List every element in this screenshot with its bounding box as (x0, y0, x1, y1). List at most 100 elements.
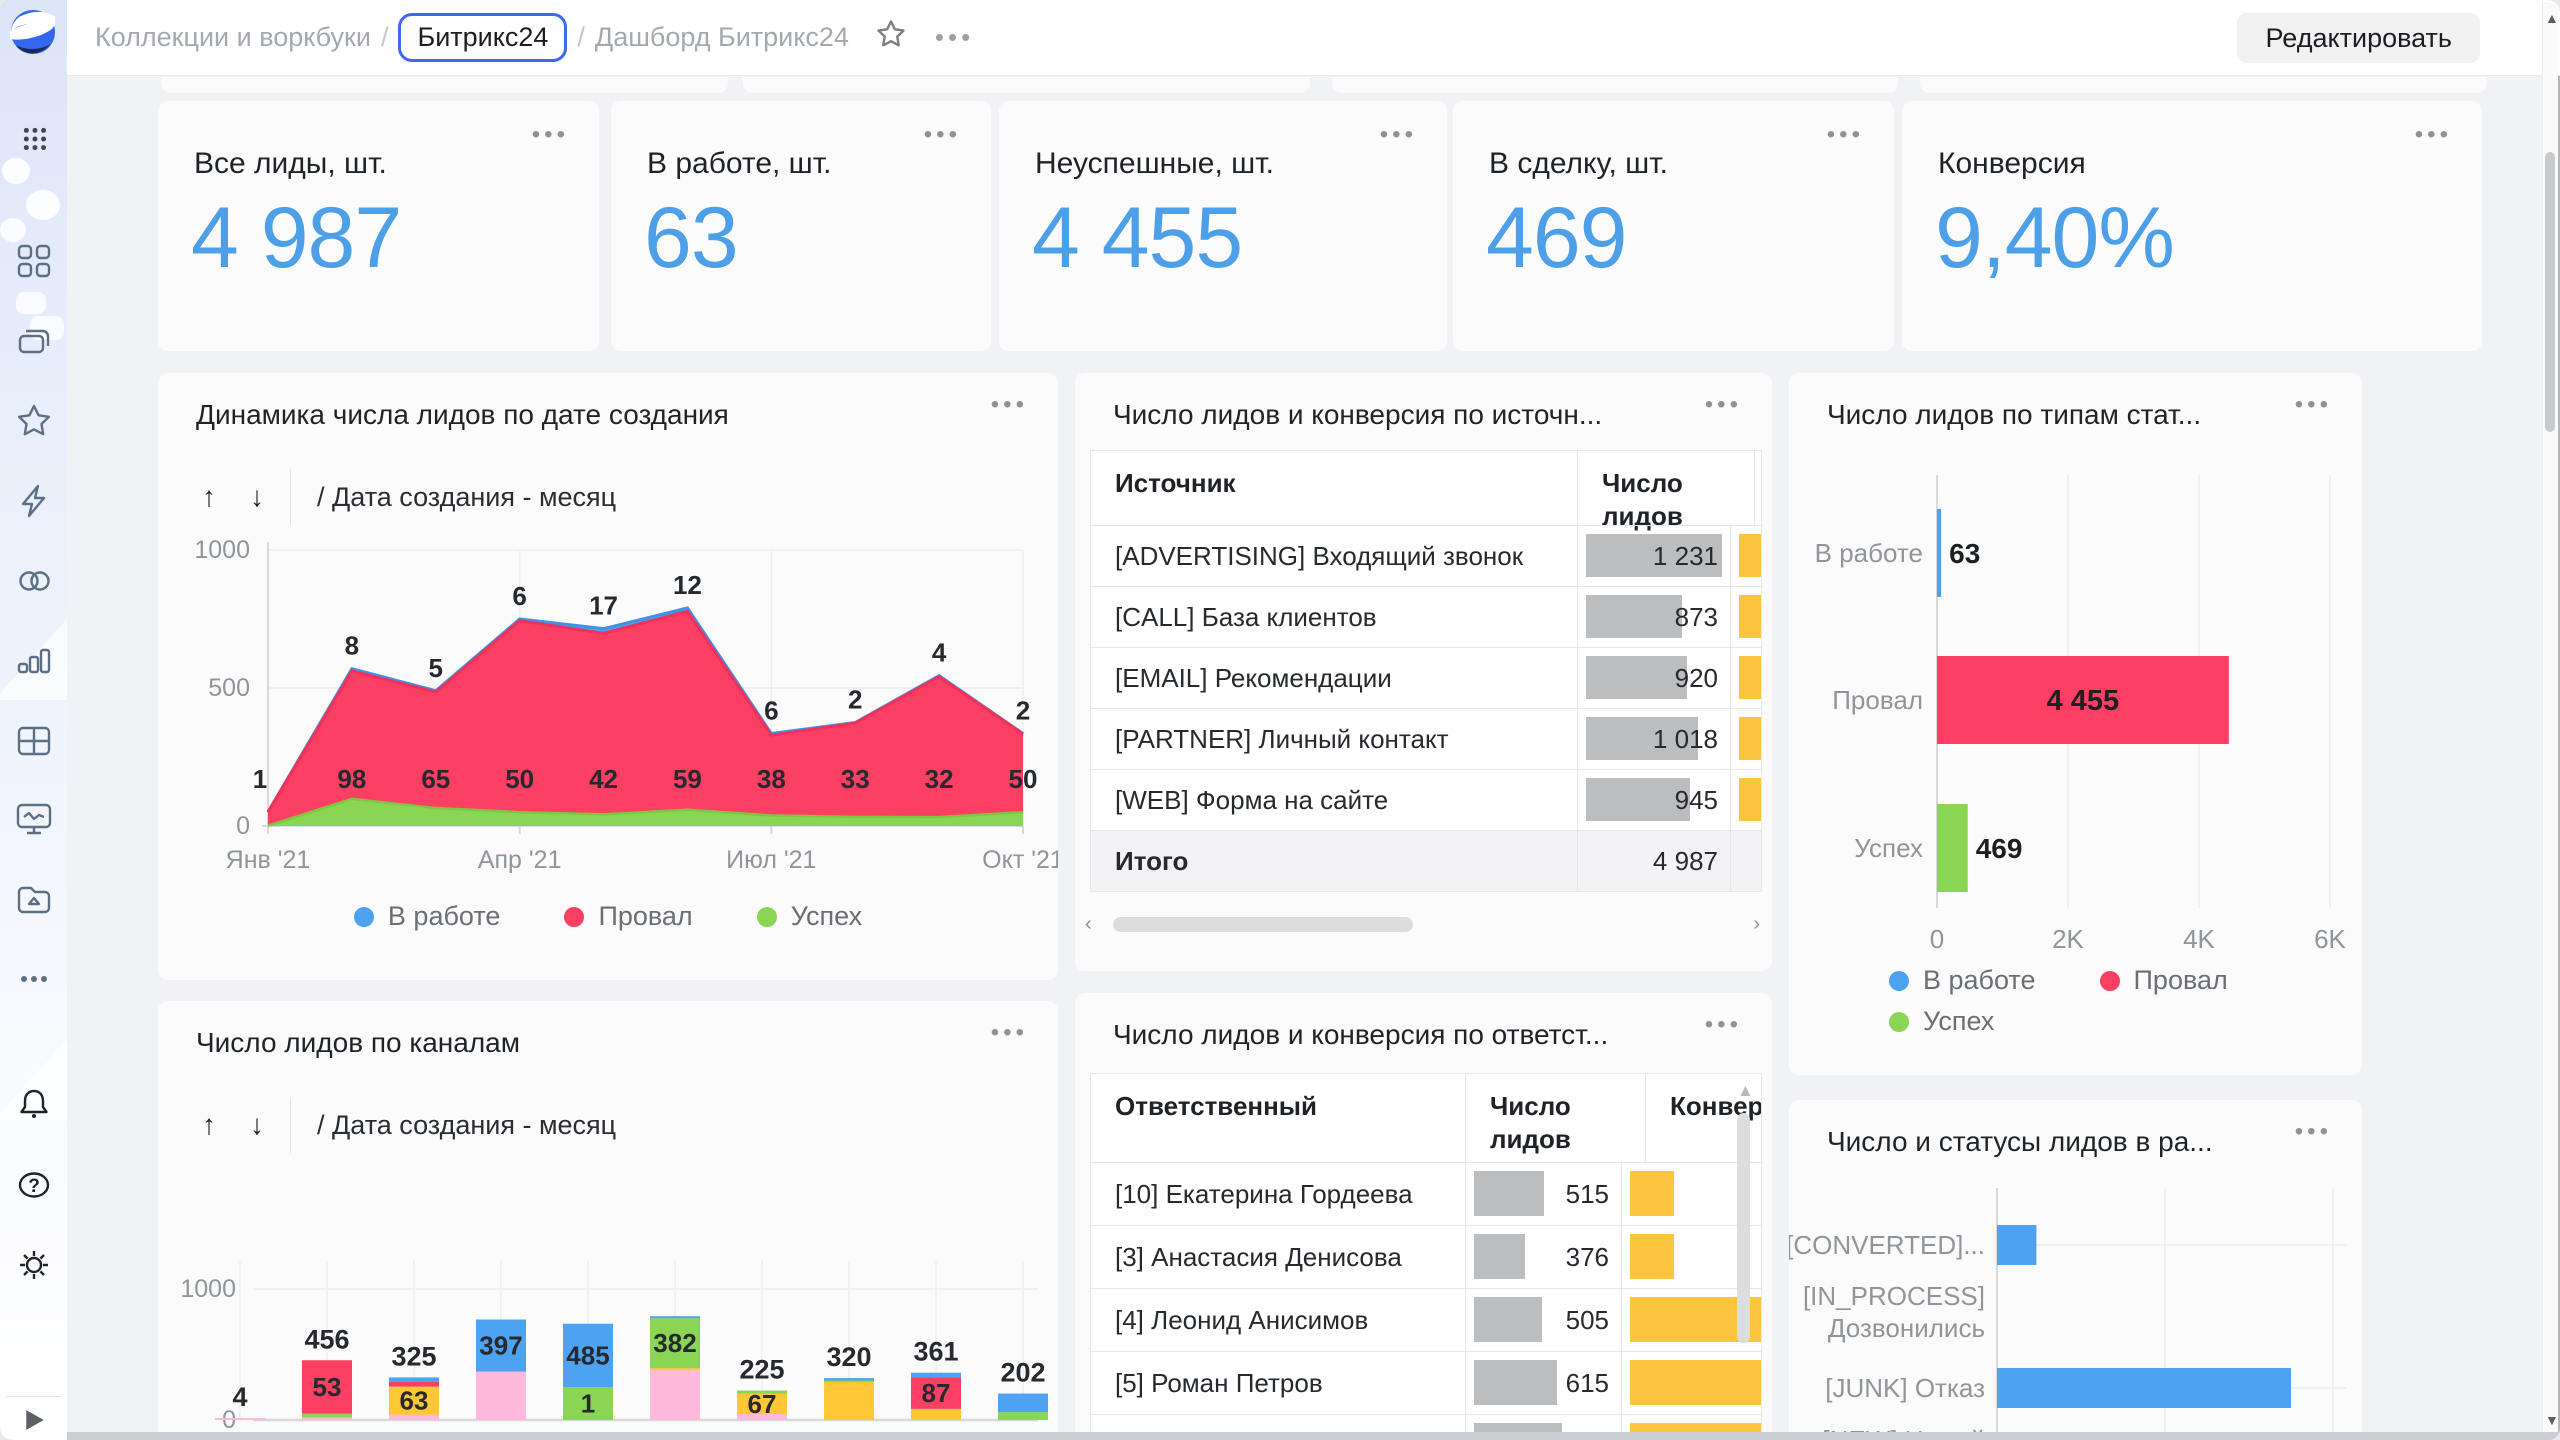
value-bar (1586, 534, 1722, 577)
legend-item-Провал[interactable]: Провал (564, 901, 693, 932)
sidebar-item-help[interactable]: ? (11, 1162, 57, 1208)
edit-button[interactable]: Редактировать (2237, 13, 2480, 63)
value-bar (1474, 1171, 1544, 1216)
scroll-up-icon[interactable]: ▲ (2545, 10, 2559, 26)
sidebar-item-charts[interactable] (11, 638, 57, 684)
scroll-left-icon[interactable]: ‹ (1085, 913, 1092, 935)
datalens-logo[interactable] (7, 9, 56, 55)
sidebar-item-monitoring[interactable] (11, 796, 57, 842)
svg-text:87: 87 (922, 1378, 951, 1408)
cell-conversion (1621, 1163, 1761, 1225)
value-text: 505 (1565, 1304, 1609, 1335)
svg-text:17: 17 (589, 591, 618, 621)
svg-text:[IN_PROCESS]: [IN_PROCESS] (1803, 1281, 1985, 1311)
scroll-thumb[interactable] (2545, 152, 2555, 432)
cell-total-value: 4 987 (1577, 831, 1730, 891)
value-bar (1586, 595, 1682, 638)
widget-menu-icon[interactable]: ••• (2294, 1118, 2332, 1145)
cell-value: 376 (1465, 1226, 1621, 1288)
widget-menu-icon[interactable]: ••• (2294, 391, 2332, 418)
widget-menu-icon[interactable]: ••• (990, 1019, 1028, 1046)
legend-item-В работе[interactable]: В работе (1889, 965, 2036, 996)
sort-asc-icon[interactable]: ↑ (202, 481, 216, 512)
cell-value: 873 (1577, 587, 1730, 647)
breadcrumb-collections[interactable]: Коллекции и воркбуки (95, 22, 371, 52)
sidebar-item-notifications[interactable] (11, 1082, 57, 1128)
svg-text:397: 397 (479, 1331, 522, 1361)
kpi-menu-icon[interactable]: ••• (531, 121, 569, 148)
sidebar-item-favorites[interactable] (11, 398, 57, 444)
svg-text:38: 38 (757, 764, 786, 794)
legend-dot (564, 906, 585, 927)
legend-item-В работе[interactable]: В работе (353, 901, 501, 932)
sort-asc-icon[interactable]: ↑ (202, 1109, 216, 1140)
kpi-card: ••• В работе, шт. 63 (611, 101, 991, 351)
sidebar-item-settings[interactable] (11, 1242, 57, 1288)
drill-breadcrumb[interactable]: / Дата создания - месяц (317, 1109, 617, 1140)
sidebar-item-tables[interactable] (11, 718, 57, 764)
sidebar-item-collections[interactable] (11, 318, 57, 364)
cell-value: 505 (1465, 1289, 1621, 1351)
stacked-bar-chart[interactable]: 01000401.01.20215345601.02.20216332501.0… (158, 1131, 1058, 1440)
table-row: [EMAIL] Рекомендации 920 (1091, 647, 1761, 708)
scrolled-card-bottom (1332, 77, 1898, 93)
page-h-scrollbar[interactable] (67, 1432, 2560, 1440)
sidebar-item-widgets[interactable] (11, 238, 57, 284)
cell-value: 615 (1465, 1352, 1621, 1414)
cell-value: 1 018 (1577, 709, 1730, 769)
table-row: [ADVERTISING] Входящий звонок 1 231 (1091, 525, 1761, 586)
area-chart[interactable]: 0 500 1000 Янв '21 Апр '21 Июл '21 Окт '21 8 5 6 1… (158, 493, 1058, 933)
scroll-down-icon[interactable]: ▼ (2545, 1412, 2559, 1428)
legend-item-Успех[interactable]: Успех (1889, 1006, 1994, 1037)
sort-desc-icon[interactable]: ↓ (250, 1109, 264, 1140)
star-icon[interactable] (875, 18, 907, 57)
svg-text:4K: 4K (2183, 924, 2215, 954)
legend-item-Провал[interactable]: Провал (2099, 965, 2228, 996)
legend-label: В работе (387, 901, 501, 931)
page-more-icon[interactable]: ••• (934, 22, 975, 52)
table-header-row: Источник Число лидовКонверсия (1091, 451, 1761, 531)
svg-text:63: 63 (400, 1386, 429, 1416)
kpi-menu-icon[interactable]: ••• (1826, 121, 1864, 148)
kpi-menu-icon[interactable]: ••• (2414, 121, 2452, 148)
legend-label: Провал (598, 901, 693, 931)
widget-menu-icon[interactable]: ••• (1704, 391, 1742, 418)
svg-text:Июл '21: Июл '21 (726, 846, 816, 874)
page-v-scrollbar[interactable]: ▲ ▼ (2542, 2, 2559, 1438)
sidebar-item-files[interactable] (11, 876, 57, 922)
h-scrollbar[interactable]: ‹ › (1085, 913, 1760, 937)
collections-icon (18, 329, 50, 354)
svg-text:320: 320 (826, 1342, 871, 1372)
kpi-card: ••• В сделку, шт. 469 (1453, 101, 1894, 351)
legend-item-Успех[interactable]: Успех (756, 901, 862, 932)
sidebar-item-editor[interactable] (11, 478, 57, 524)
value-bar (1586, 656, 1687, 699)
sort-desc-icon[interactable]: ↓ (250, 481, 264, 512)
cell-name: [EMAIL] Рекомендации (1115, 662, 1392, 693)
apps-grid-icon[interactable] (12, 116, 56, 160)
breadcrumb-workbook-chip[interactable]: Битрикс24 (398, 13, 568, 62)
scroll-up-icon[interactable]: ▲ (1737, 1081, 1754, 1100)
table-v-scrollbar[interactable]: ▲ (1735, 1081, 1754, 1421)
bar-chart[interactable]: В работе 63 Провал 4 455 Успех 469 0 2K 4K 6K (1789, 463, 2362, 1048)
scroll-right-icon[interactable]: › (1753, 913, 1760, 935)
cell-conversion (1730, 526, 1761, 586)
kpi-menu-icon[interactable]: ••• (923, 121, 961, 148)
kpi-menu-icon[interactable]: ••• (1379, 121, 1417, 148)
kpi-value: 9,40% (1935, 190, 2175, 286)
cell-name: [5] Роман Петров (1115, 1367, 1323, 1398)
drill-breadcrumb[interactable]: / Дата создания - месяц (317, 481, 617, 512)
cell-value: 515 (1465, 1163, 1621, 1225)
bar-chart[interactable]: [CONVERTED]... [IN_PROCESS]Дозвонились [JU… (1789, 1188, 2362, 1440)
breadcrumb-dashboard[interactable]: Дашборд Битрикс24 (594, 22, 849, 52)
widget-menu-icon[interactable]: ••• (1704, 1011, 1742, 1038)
widget-title: Число лидов по каналам (196, 1027, 520, 1058)
column-header: Источник (1115, 468, 1236, 498)
scroll-thumb[interactable] (1737, 1113, 1750, 1343)
sidebar-expand-button[interactable] (24, 1408, 46, 1437)
sidebar-item-connections[interactable] (11, 558, 57, 604)
widget-menu-icon[interactable]: ••• (990, 391, 1028, 418)
scroll-thumb[interactable] (1113, 917, 1413, 932)
svg-text:485: 485 (566, 1340, 609, 1370)
sidebar-item-more[interactable] (11, 956, 57, 1002)
